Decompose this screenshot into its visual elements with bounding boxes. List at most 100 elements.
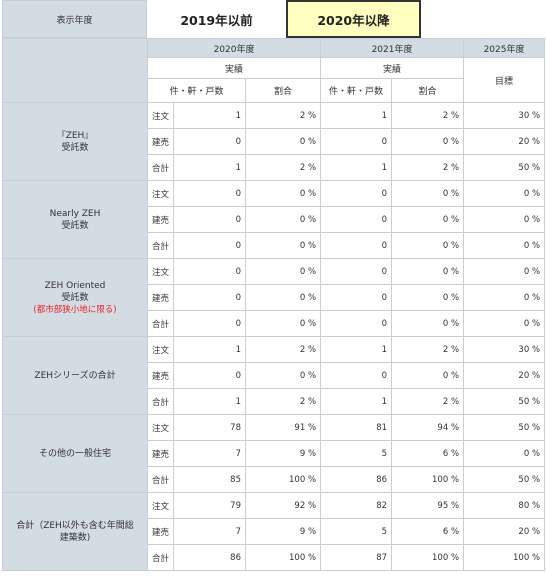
count-2020-cell: 0: [173, 128, 246, 155]
table-row: 合計 1 2 % 1 2 % 50 %: [3, 154, 546, 181]
table-row: Nearly ZEH 受託数 注文 0 0 % 0 0 % 0 %: [2, 180, 546, 259]
zeh-results-table: 2020年度 2021年度 2025年度 実績 実績 目標 件・軒・戸数 割合 …: [2, 38, 546, 571]
header-year-2020: 2020年度: [146, 38, 322, 58]
count-2021-cell: 5: [320, 440, 393, 467]
ratio-2021-cell: 0 %: [391, 258, 465, 285]
count-2020-cell: 0: [173, 206, 246, 233]
ratio-2020-cell: 91 %: [244, 414, 322, 441]
count-2021-cell: 1: [320, 154, 393, 181]
table-row: 合計 0 0 % 0 0 % 0 %: [3, 310, 546, 337]
tab-2019-and-before[interactable]: 2019年以前: [149, 0, 284, 38]
header-ratio-2021: 割合: [391, 78, 465, 103]
results-body: 『ZEH』 受託数 注文 1 2 % 1 2 % 30 % 建売 0 0 % 0 0 % 20 % 合計 1 2…: [2, 102, 546, 571]
row-type-cell: 合計: [147, 232, 174, 259]
table-row: 合計 0 0 % 0 0 % 0 %: [3, 232, 546, 259]
count-2021-cell: 0: [320, 180, 393, 207]
ratio-2020-cell: 0 %: [244, 128, 322, 155]
count-2020-cell: 7: [173, 518, 246, 545]
category-name-line: 建築数): [59, 532, 91, 543]
corner-cell: [2, 38, 148, 103]
tab-2020-and-after[interactable]: 2020年以降: [286, 0, 421, 38]
category-name-line: その他の一般住宅: [38, 448, 111, 459]
target-2025-cell: 50 %: [463, 466, 546, 493]
row-type-cell: 建売: [147, 284, 174, 311]
ratio-2021-cell: 2 %: [391, 388, 465, 415]
ratio-2021-cell: 6 %: [391, 440, 465, 467]
count-2021-cell: 0: [320, 206, 393, 233]
target-2025-cell: 80 %: [463, 492, 546, 519]
target-2025-cell: 0 %: [463, 232, 546, 259]
count-2020-cell: 79: [173, 492, 246, 519]
ratio-2020-cell: 0 %: [244, 284, 322, 311]
category-zeh-oriented: ZEH Oriented 受託数 (都市部狭小地に限る): [2, 258, 148, 337]
count-2021-cell: 1: [320, 336, 393, 363]
ratio-2020-cell: 0 %: [244, 206, 322, 233]
target-2025-cell: 0 %: [463, 206, 546, 233]
count-2021-cell: 87: [320, 544, 393, 571]
row-type-cell: 合計: [147, 310, 174, 337]
row-type-cell: 合計: [147, 388, 174, 415]
ratio-2020-cell: 100 %: [244, 544, 322, 571]
header-target-2025: 目標: [463, 57, 546, 103]
ratio-2021-cell: 94 %: [391, 414, 465, 441]
header-actual-2021: 実績: [320, 57, 465, 79]
ratio-2020-cell: 2 %: [244, 154, 322, 181]
target-2025-cell: 20 %: [463, 128, 546, 155]
row-type-cell: 注文: [147, 102, 174, 129]
count-2020-cell: 7: [173, 440, 246, 467]
ratio-2020-cell: 92 %: [244, 492, 322, 519]
year-selector: 表示年度 2019年以前 2020年以降: [2, 0, 544, 38]
table-row: 建売 0 0 % 0 0 % 20 %: [3, 128, 546, 155]
table-row: ZEH Oriented 受託数 (都市部狭小地に限る) 注文 0 0 % 0 0 % 0 %: [2, 258, 546, 337]
table-row: 合計 85 100 % 86 100 % 50 %: [3, 466, 546, 493]
ratio-2020-cell: 9 %: [244, 518, 322, 545]
table-row: 合計 86 100 % 87 100 % 100 %: [3, 544, 546, 571]
table-row: その他の一般住宅 注文 78 91 % 81 94 % 50 %: [2, 414, 546, 493]
count-2020-cell: 1: [173, 336, 246, 363]
count-2021-cell: 1: [320, 388, 393, 415]
count-2020-cell: 0: [173, 180, 246, 207]
count-2021-cell: 86: [320, 466, 393, 493]
year-selector-label: 表示年度: [2, 0, 147, 38]
header-actual-2020: 実績: [146, 57, 322, 79]
ratio-2021-cell: 2 %: [391, 154, 465, 181]
target-2025-cell: 30 %: [463, 102, 546, 129]
ratio-2021-cell: 6 %: [391, 518, 465, 545]
zeh-results-panel: 表示年度 2019年以前 2020年以降 2020年度 2021年度 2025年…: [2, 0, 546, 571]
count-2021-cell: 0: [320, 310, 393, 337]
category-other-housing: その他の一般住宅: [2, 414, 148, 493]
target-2025-cell: 0 %: [463, 180, 546, 207]
header-year-2025: 2025年度: [463, 38, 546, 58]
category-name-line: 合計（ZEH以外も含む年間総: [16, 520, 134, 531]
target-2025-cell: 0 %: [463, 284, 546, 311]
header-ratio-2020: 割合: [244, 78, 322, 103]
count-2021-cell: 0: [320, 362, 393, 389]
ratio-2020-cell: 2 %: [244, 336, 322, 363]
table-row: ZEHシリーズの合計 注文 1 2 % 1 2 % 30 %: [2, 336, 546, 415]
ratio-2021-cell: 2 %: [391, 102, 465, 129]
category-name-line: Nearly ZEH: [49, 208, 101, 219]
row-type-cell: 建売: [147, 128, 174, 155]
ratio-2021-cell: 0 %: [391, 310, 465, 337]
category-grand-total: 合計（ZEH以外も含む年間総 建築数): [2, 492, 148, 571]
row-type-cell: 合計: [147, 544, 174, 571]
table-row: 建売 7 9 % 5 6 % 0 %: [3, 440, 546, 467]
table-row: 建売 0 0 % 0 0 % 0 %: [3, 206, 546, 233]
row-type-cell: 建売: [147, 362, 174, 389]
ratio-2020-cell: 0 %: [244, 232, 322, 259]
category-name-line: ZEH Oriented: [44, 280, 106, 291]
target-2025-cell: 50 %: [463, 388, 546, 415]
table-row: 建売 0 0 % 0 0 % 0 %: [3, 284, 546, 311]
target-2025-cell: 0 %: [463, 310, 546, 337]
header-year-2021: 2021年度: [320, 38, 465, 58]
row-type-cell: 合計: [147, 154, 174, 181]
header-count-2021: 件・軒・戸数: [320, 78, 393, 103]
table-row: 合計（ZEH以外も含む年間総 建築数) 注文 79 92 % 82 95 % 80 %: [2, 492, 546, 571]
target-2025-cell: 0 %: [463, 258, 546, 285]
count-2021-cell: 0: [320, 128, 393, 155]
row-type-cell: 注文: [147, 258, 174, 285]
category-name-line: ZEHシリーズの合計: [34, 370, 116, 381]
category-zeh: 『ZEH』 受託数: [2, 102, 148, 181]
row-type-cell: 建売: [147, 440, 174, 467]
count-2020-cell: 0: [173, 362, 246, 389]
